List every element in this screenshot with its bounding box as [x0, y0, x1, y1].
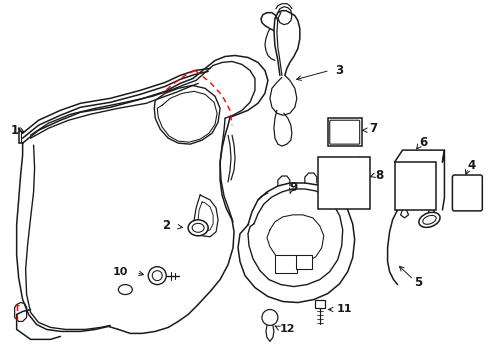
Bar	[295, 255, 311, 269]
FancyBboxPatch shape	[329, 120, 359, 144]
Text: 5: 5	[414, 276, 422, 289]
Bar	[327, 118, 361, 146]
Bar	[314, 300, 324, 307]
Bar	[394, 162, 436, 210]
Text: 6: 6	[419, 136, 427, 149]
Ellipse shape	[192, 223, 203, 232]
Text: 2: 2	[162, 219, 170, 232]
Text: 10: 10	[113, 267, 128, 276]
Text: 12: 12	[279, 324, 295, 334]
Circle shape	[148, 267, 166, 285]
Circle shape	[262, 310, 277, 325]
Ellipse shape	[118, 285, 132, 294]
Circle shape	[152, 271, 162, 280]
Text: 3: 3	[334, 64, 342, 77]
Ellipse shape	[422, 215, 435, 224]
Text: 1: 1	[11, 124, 19, 137]
FancyBboxPatch shape	[451, 175, 481, 211]
Text: 8: 8	[375, 168, 383, 181]
Text: 9: 9	[289, 181, 298, 194]
Text: 11: 11	[336, 305, 351, 315]
Bar	[317, 157, 369, 209]
Ellipse shape	[418, 212, 439, 228]
Bar	[274, 255, 296, 273]
Ellipse shape	[188, 220, 208, 236]
Text: 7: 7	[369, 122, 377, 135]
Text: 4: 4	[467, 158, 475, 172]
